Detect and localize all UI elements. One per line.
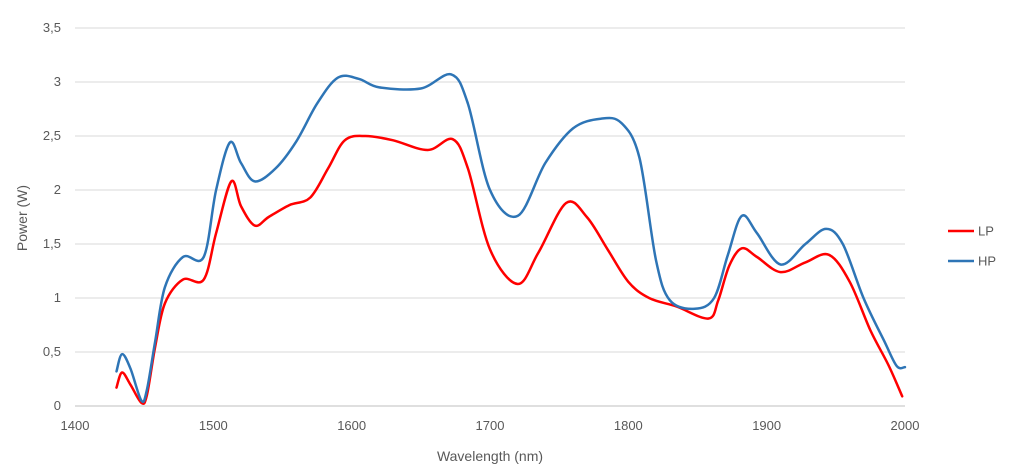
- x-tick-label: 1600: [337, 418, 366, 433]
- x-tick-label: 1900: [752, 418, 781, 433]
- legend: LP HP: [948, 224, 996, 269]
- x-tick-label: 2000: [891, 418, 920, 433]
- y-tick-label: 2: [54, 182, 61, 197]
- x-tick-label: 1500: [199, 418, 228, 433]
- series-line-lp: [115, 134, 904, 405]
- y-tick-labels: 0 0,5 1 1,5 2 2,5 3 3,5: [43, 20, 61, 413]
- x-tick-label: 1400: [61, 418, 90, 433]
- y-tick-label: 1: [54, 290, 61, 305]
- series-lines: [115, 72, 907, 405]
- legend-label-hp: HP: [978, 254, 996, 269]
- y-axis-title: Power (W): [14, 185, 30, 251]
- x-axis-title: Wavelength (nm): [437, 448, 543, 464]
- y-tick-label: 3: [54, 74, 61, 89]
- legend-label-lp: LP: [978, 224, 994, 239]
- y-tick-label: 0,5: [43, 344, 61, 359]
- y-tick-label: 2,5: [43, 128, 61, 143]
- series-line-hp: [115, 72, 907, 404]
- x-tick-label: 1800: [614, 418, 643, 433]
- y-tick-label: 0: [54, 398, 61, 413]
- x-tick-label: 1700: [476, 418, 505, 433]
- x-tick-labels: 1400 1500 1600 1700 1800 1900 2000: [61, 418, 920, 433]
- y-tick-label: 1,5: [43, 236, 61, 251]
- gridlines: [75, 27, 905, 407]
- y-tick-label: 3,5: [43, 20, 61, 35]
